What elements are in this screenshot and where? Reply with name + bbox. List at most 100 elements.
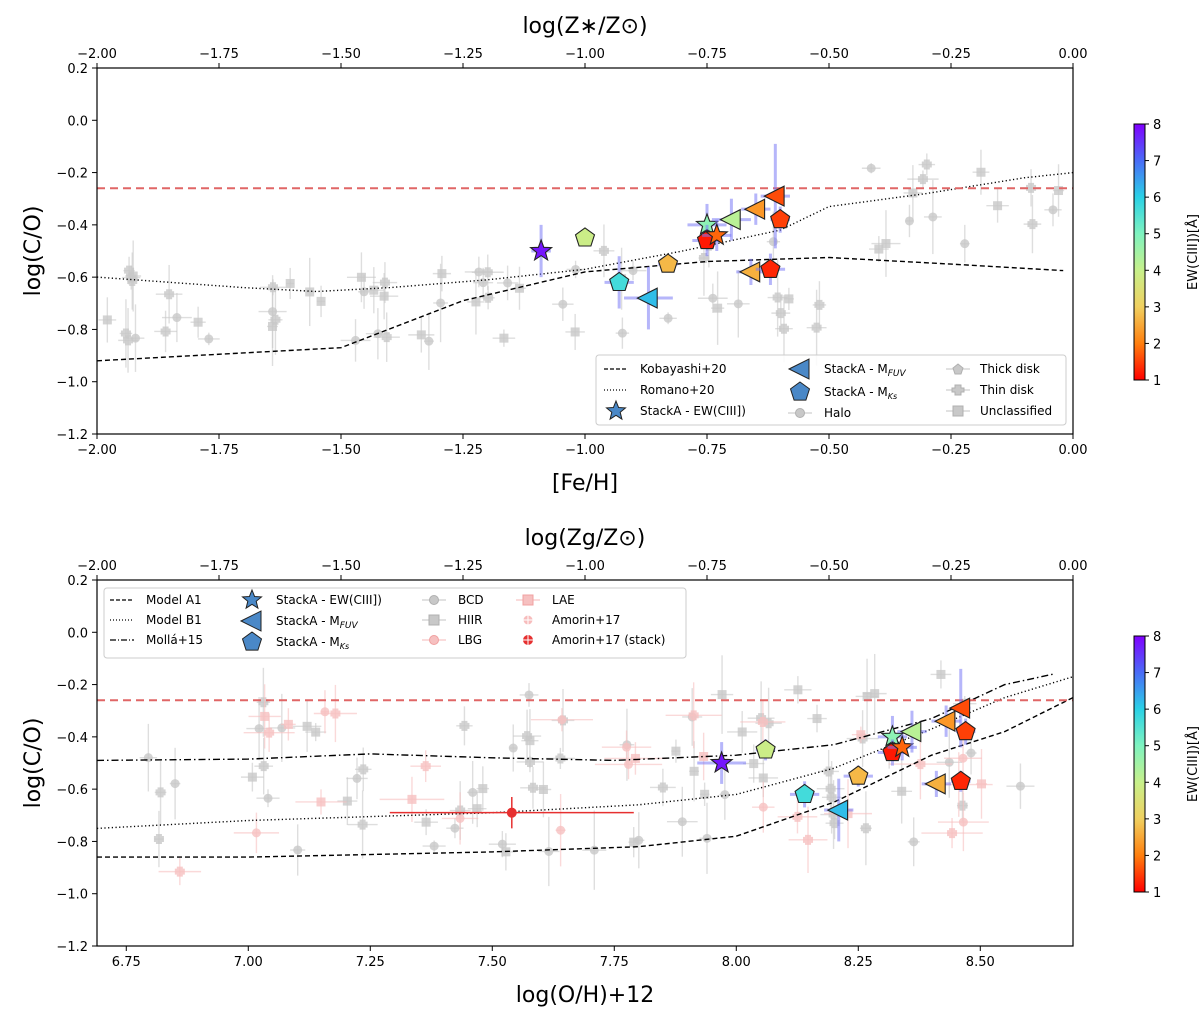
reference-point bbox=[598, 245, 609, 256]
top-legend: Kobayashi+20 Romano+20 StackA - EW(CIII]… bbox=[595, 354, 1067, 426]
stack-pentagon-point bbox=[574, 227, 596, 247]
reference-point bbox=[622, 742, 632, 752]
reference-point bbox=[153, 834, 164, 845]
reference-point bbox=[699, 751, 709, 761]
reference-point bbox=[557, 715, 567, 725]
top-xlabel: [Fe/H] bbox=[552, 471, 618, 496]
top-colorbar: 1 2 3 4 5 6 7 8 EW(CIII])[Å] bbox=[1133, 118, 1200, 389]
reference-point bbox=[172, 313, 182, 323]
legend-amorin-icon bbox=[523, 615, 533, 625]
legend-halo-icon bbox=[788, 408, 812, 418]
legend-unclassified-icon bbox=[946, 405, 970, 417]
xtick-label: 7.25 bbox=[356, 955, 385, 970]
reference-point bbox=[204, 334, 214, 344]
legend-triangle-icon bbox=[787, 358, 810, 380]
reference-point bbox=[688, 710, 699, 721]
reference-point bbox=[958, 817, 968, 827]
legend-label-bcd: BCD bbox=[458, 593, 484, 607]
reference-point bbox=[947, 828, 958, 839]
top-xtick-label: −1.25 bbox=[443, 559, 483, 574]
ytick-label: −0.2 bbox=[56, 167, 88, 182]
xtick-label: −2.00 bbox=[77, 443, 117, 458]
reference-point bbox=[254, 724, 264, 734]
reference-point bbox=[793, 685, 803, 695]
reference-point bbox=[247, 772, 257, 782]
ytick-label: −0.4 bbox=[56, 219, 88, 234]
ytick-label: −0.4 bbox=[56, 731, 88, 746]
reference-point bbox=[170, 779, 180, 789]
legend-label-stack-mfuv: StackA - MFUV bbox=[824, 362, 907, 379]
reference-point bbox=[571, 264, 581, 274]
stack-star-point bbox=[529, 238, 554, 262]
legend-pentagon-icon bbox=[789, 381, 811, 401]
reference-point bbox=[164, 289, 175, 300]
reference-point bbox=[424, 336, 434, 346]
top-model-curves bbox=[96, 171, 1074, 362]
reference-point bbox=[155, 787, 166, 798]
reference-point bbox=[733, 299, 743, 309]
top-xtick-label: −1.50 bbox=[321, 47, 361, 62]
reference-point bbox=[437, 269, 447, 279]
reference-point bbox=[251, 828, 261, 838]
bottom-bottom-xticks: 6.75 7.00 7.25 7.50 7.75 8.00 8.25 8.50 bbox=[112, 946, 995, 970]
stack-triangle-point bbox=[763, 185, 785, 207]
reference-point bbox=[829, 818, 840, 829]
xtick-label: −1.00 bbox=[565, 443, 605, 458]
bottom-yticks: −1.2 −1.0 −0.8 −0.6 −0.4 −0.2 0.0 0.2 bbox=[56, 574, 97, 955]
reference-point bbox=[966, 748, 976, 758]
reference-point bbox=[881, 239, 891, 249]
colorbar-gradient bbox=[1133, 635, 1146, 893]
reference-point bbox=[558, 299, 568, 309]
reference-point bbox=[455, 813, 465, 823]
xtick-label: 6.75 bbox=[112, 955, 141, 970]
reference-point bbox=[508, 743, 518, 753]
stack-star-point bbox=[709, 750, 734, 774]
reference-point bbox=[356, 272, 366, 282]
reference-point bbox=[258, 697, 269, 708]
stack-triangle-point bbox=[924, 773, 946, 795]
xtick-label: −1.50 bbox=[321, 443, 361, 458]
stack-triangle-point bbox=[636, 287, 658, 309]
stack-pentagon-point bbox=[760, 258, 781, 278]
reference-point bbox=[757, 716, 768, 727]
legend-thin-disk-icon bbox=[946, 384, 970, 396]
reference-point bbox=[525, 756, 536, 767]
legend-hiir-icon bbox=[422, 614, 446, 626]
legend-label-stack-ew: StackA - EW(CIII]) bbox=[640, 404, 746, 418]
reference-point bbox=[874, 244, 884, 254]
legend-label-lae: LAE bbox=[552, 593, 575, 607]
colorbar-tick-label: 7 bbox=[1153, 155, 1161, 170]
reference-point bbox=[283, 719, 293, 729]
bottom-model-curves bbox=[96, 673, 1074, 858]
model-curve bbox=[96, 171, 1074, 293]
reference-point bbox=[357, 819, 368, 830]
reference-point bbox=[258, 761, 269, 772]
reference-point bbox=[369, 285, 379, 295]
top-stack-points bbox=[529, 143, 791, 330]
reference-point bbox=[381, 332, 392, 343]
legend-label-halo: Halo bbox=[824, 406, 851, 420]
xtick-label: 7.50 bbox=[478, 955, 507, 970]
reference-point bbox=[803, 834, 814, 845]
reference-point bbox=[472, 804, 482, 814]
reference-point bbox=[570, 327, 580, 337]
stack-pentagon-point bbox=[794, 783, 815, 804]
ytick-label: 0.0 bbox=[67, 114, 88, 129]
colorbar-tick-label: 5 bbox=[1153, 228, 1161, 243]
reference-point bbox=[908, 188, 918, 198]
stack-triangle-point bbox=[743, 198, 766, 220]
legend-label-lbg: LBG bbox=[458, 633, 482, 647]
top-top-xlabel: log(Z∗/Z⊙) bbox=[522, 14, 647, 39]
reference-point bbox=[285, 278, 295, 288]
reference-point bbox=[812, 714, 822, 724]
colorbar-tick-label: 4 bbox=[1153, 264, 1161, 279]
top-legend-box bbox=[595, 354, 1067, 426]
legend-label-kobayashi: Kobayashi+20 bbox=[640, 362, 727, 376]
legend-label-unclassified: Unclassified bbox=[980, 404, 1052, 418]
bottom-colorbar: 1 2 3 4 5 6 7 8 EW(CIII])[Å] bbox=[1133, 630, 1200, 901]
colorbar-tick-label: 1 bbox=[1153, 374, 1161, 389]
reference-point bbox=[904, 216, 914, 226]
reference-point bbox=[352, 773, 362, 783]
reference-point bbox=[263, 793, 273, 803]
